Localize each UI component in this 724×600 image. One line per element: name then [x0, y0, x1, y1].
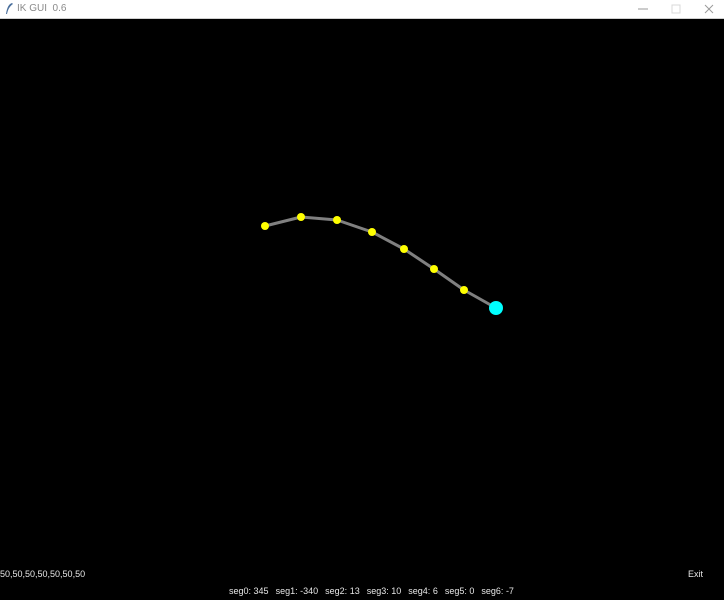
close-button[interactable] [694, 0, 724, 18]
segment-lengths-label: 50,50,50,50,50,50,50 [0, 569, 86, 579]
segment-angle-item: seg4: 6 [408, 586, 438, 596]
ik-arm-drawing [261, 213, 503, 315]
joint-2[interactable] [333, 216, 341, 224]
joint-3[interactable] [368, 228, 376, 236]
joint-6[interactable] [460, 286, 468, 294]
segment-angle-item: seg1: -340 [275, 586, 319, 596]
segment-angle-item: seg6: -7 [481, 586, 514, 596]
minimize-icon [638, 8, 648, 10]
segment-angle-item: seg0: 345 [229, 586, 269, 596]
end-effector[interactable] [489, 301, 503, 315]
title-bar[interactable]: IK GUI 0.6 [0, 0, 724, 19]
joint-0[interactable] [261, 222, 269, 230]
joint-1[interactable] [297, 213, 305, 221]
maximize-button[interactable] [661, 0, 691, 18]
joint-5[interactable] [430, 265, 438, 273]
segment-angle-item: seg2: 13 [325, 586, 360, 596]
joint-4[interactable] [400, 245, 408, 253]
segment-angles-readout: seg0: 345 seg1: -340 seg2: 13 seg3: 10 s… [229, 586, 514, 596]
ik-canvas[interactable] [0, 19, 724, 567]
maximize-icon [671, 4, 681, 14]
feather-icon [6, 3, 13, 14]
segment-angle-item: seg5: 0 [444, 586, 475, 596]
minimize-button[interactable] [628, 0, 658, 18]
segment-angle-item: seg3: 10 [366, 586, 402, 596]
window-title: IK GUI 0.6 [17, 3, 67, 14]
arm-segments [263, 215, 498, 310]
exit-button[interactable]: Exit [688, 569, 704, 579]
close-icon [704, 4, 714, 14]
